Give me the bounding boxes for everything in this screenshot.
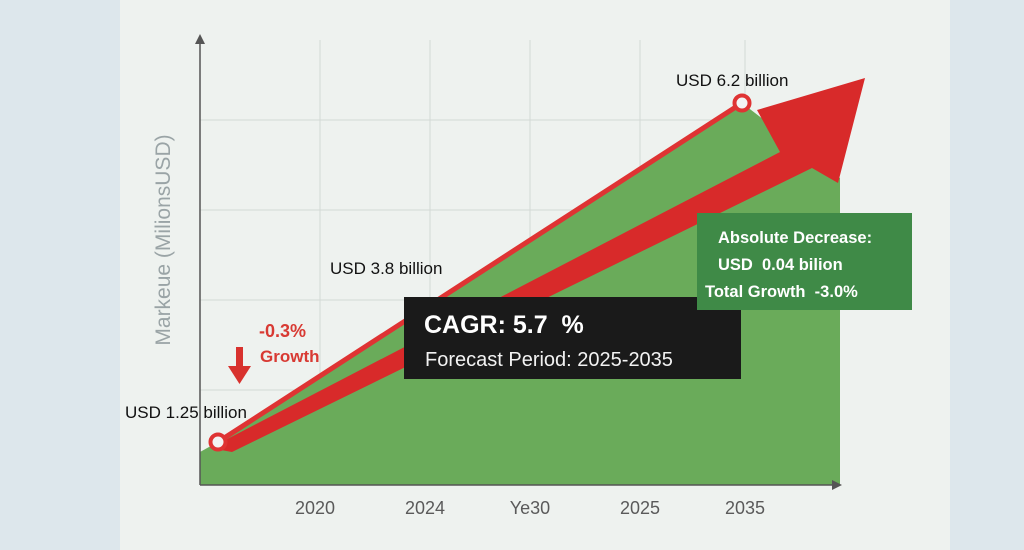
- y-axis-arrow-icon: [195, 34, 205, 44]
- data-point-marker: [208, 432, 228, 452]
- x-tick-labels: 2020 2024 Ye30 2025 2035: [295, 498, 765, 518]
- summary-line-3: Total Growth -3.0%: [705, 283, 858, 301]
- x-tick-label: 2035: [725, 498, 765, 518]
- data-point-marker: [732, 93, 752, 113]
- x-axis-arrow-icon: [832, 480, 842, 490]
- series-line: [216, 100, 744, 445]
- cagr-title: CAGR: 5.7 %: [424, 311, 584, 339]
- x-tick-label: 2020: [295, 498, 335, 518]
- x-tick-label: 2024: [405, 498, 445, 518]
- data-point-markers: [208, 93, 752, 452]
- summary-line-1: Absolute Decrease:: [718, 229, 872, 247]
- summary-box: [697, 213, 912, 310]
- point-label-peak: USD 6.2 billion: [676, 71, 788, 90]
- growth-callout-text: Growth: [260, 347, 320, 366]
- point-label-mid: USD 3.8 billion: [330, 259, 442, 278]
- x-tick-label: Ye30: [510, 498, 550, 518]
- summary-line-2: USD 0.04 bilion: [718, 256, 843, 274]
- trend-arrow: [210, 78, 865, 452]
- forecast-period: Forecast Period: 2025-2035: [425, 349, 673, 371]
- point-label-start: USD 1.25 billion: [125, 403, 247, 422]
- down-arrow-icon: [228, 347, 251, 384]
- x-tick-label: 2025: [620, 498, 660, 518]
- cagr-box: [404, 297, 741, 379]
- y-axis-label: Markeue (MilionsUSD): [152, 134, 175, 345]
- growth-callout-value: -0.3%: [259, 321, 306, 341]
